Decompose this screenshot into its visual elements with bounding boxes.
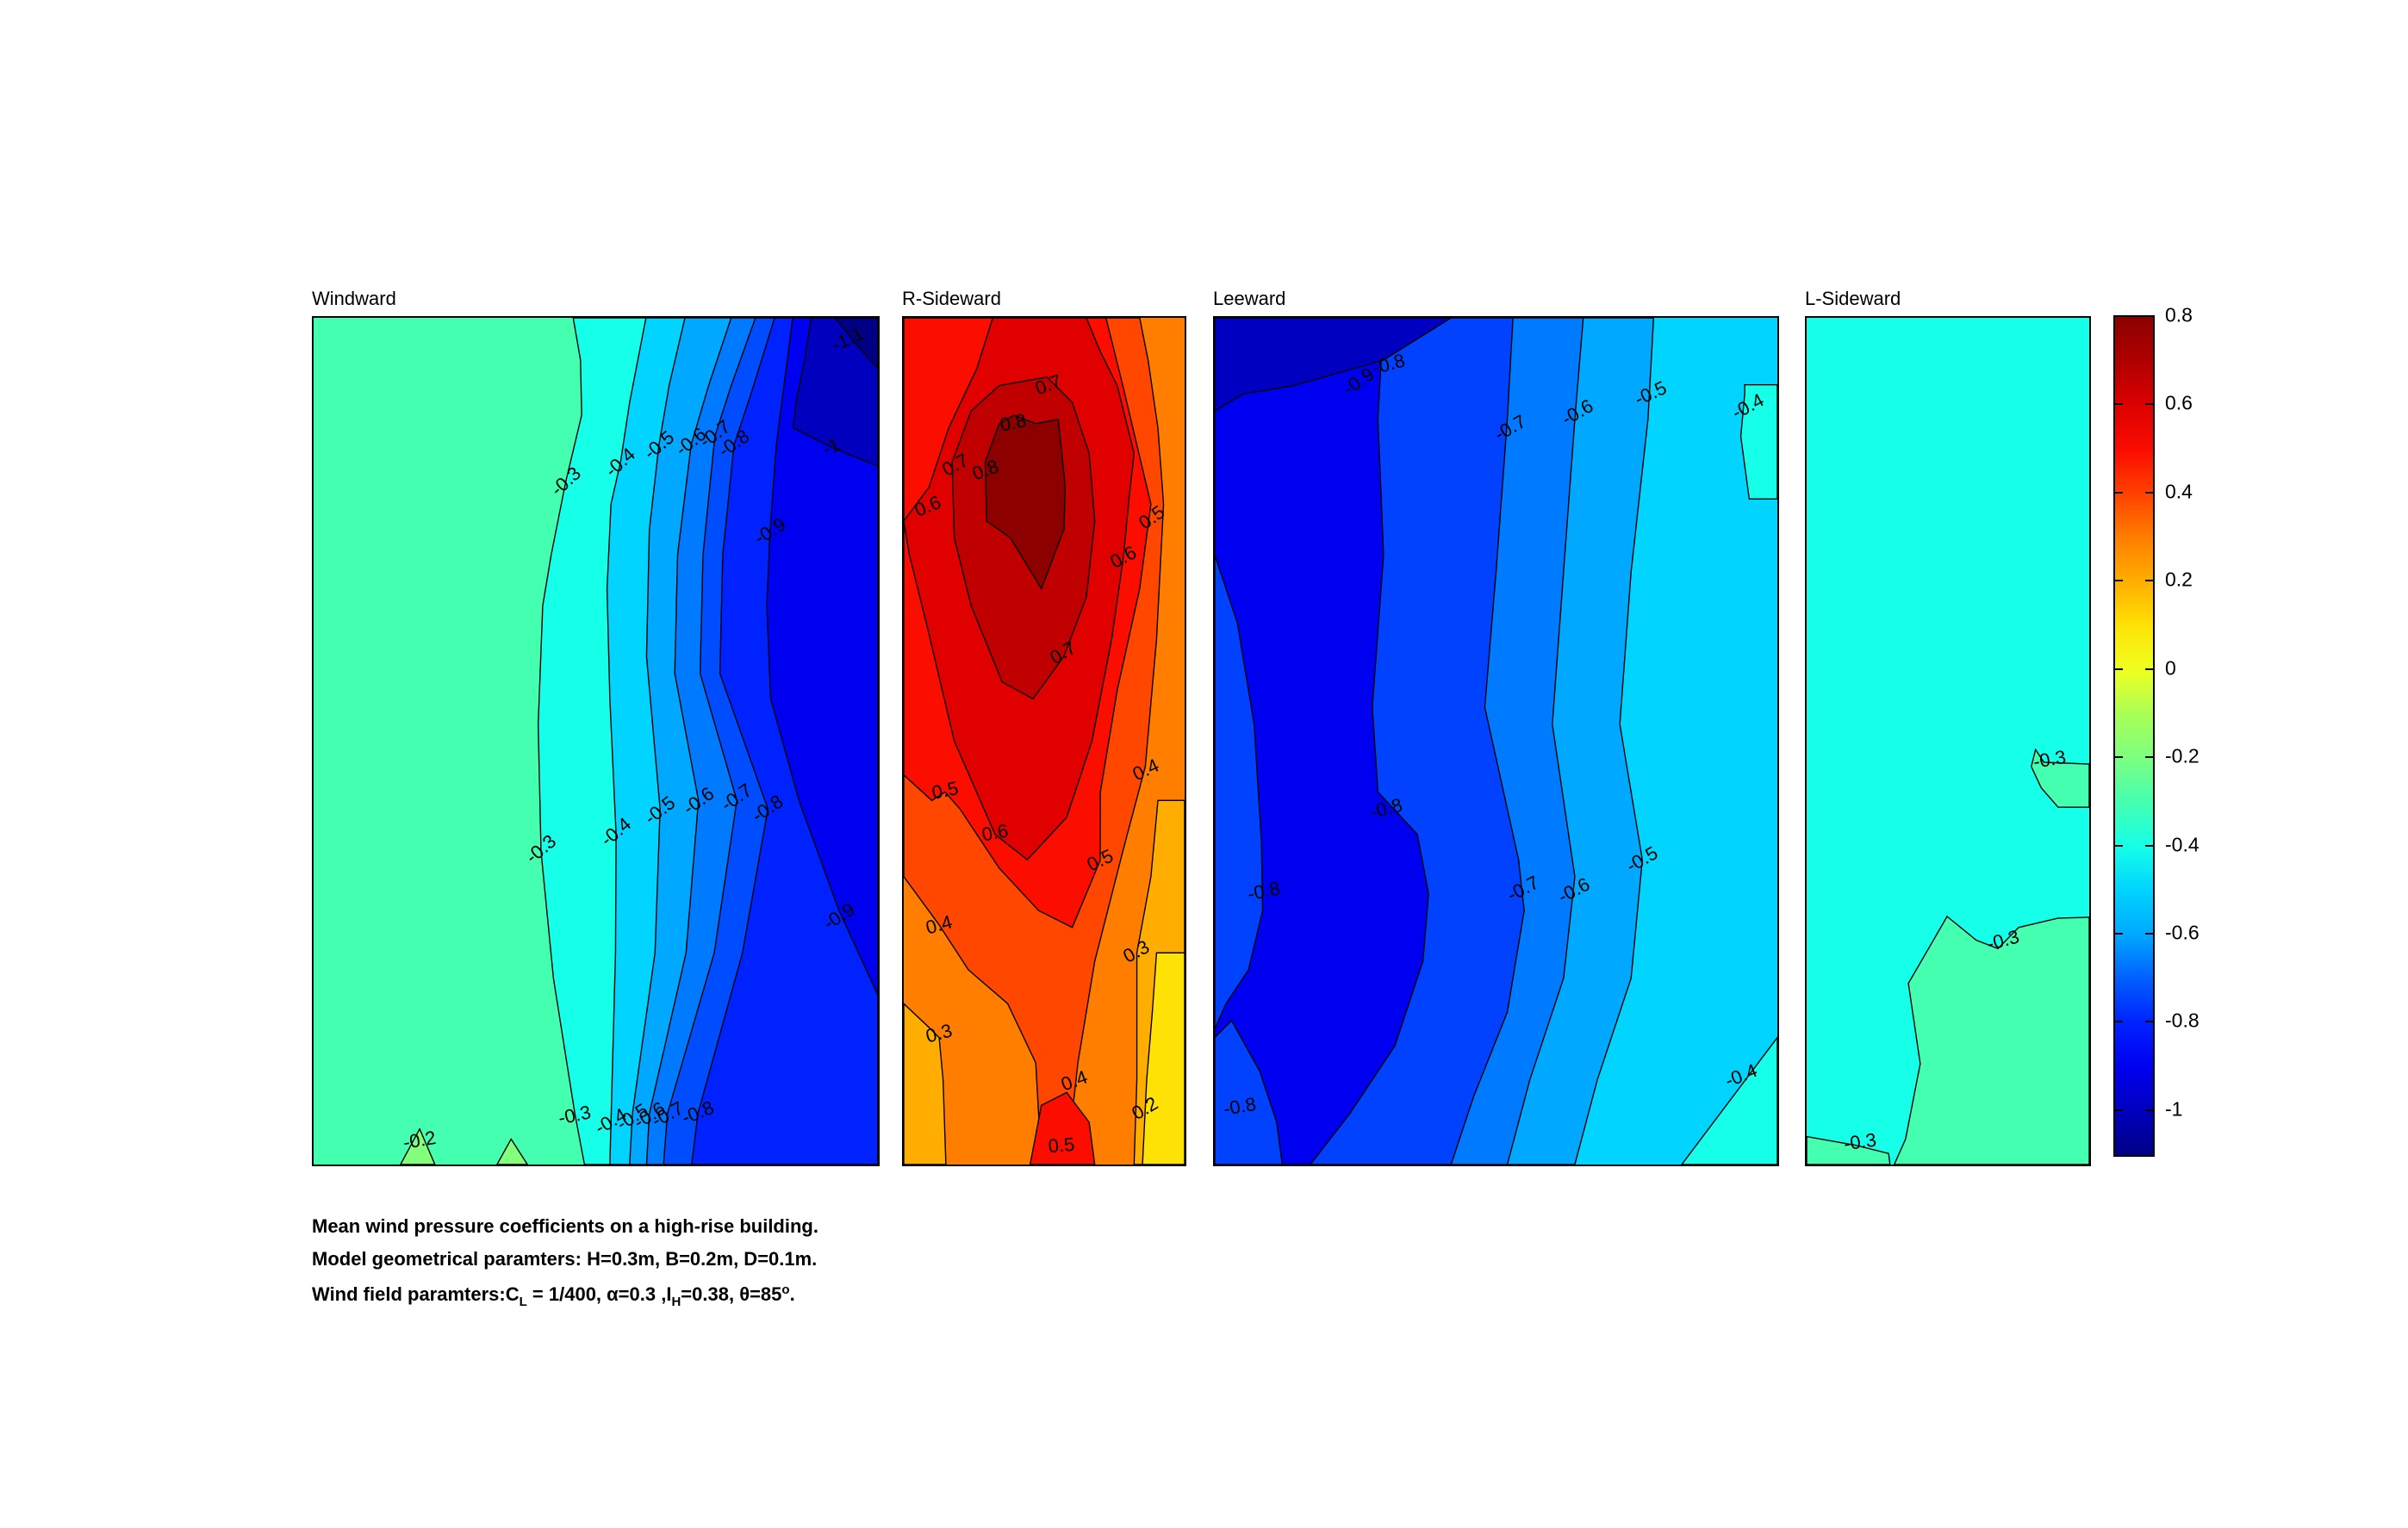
contour-band xyxy=(1030,1092,1095,1165)
panel-title-r-sideward: R-Sideward xyxy=(902,288,1001,309)
colorbar-tick-label: 0.4 xyxy=(2165,480,2193,503)
caption-segment: . xyxy=(789,1283,795,1305)
contour-band xyxy=(1807,1137,1890,1165)
contour-band xyxy=(1215,318,1451,411)
contour-surface-l-sideward xyxy=(1807,318,2089,1165)
contour-band xyxy=(986,415,1066,589)
contour-panel-leeward: -0.8 -0.9 -0.7 -0.6 -0.5 -0.4 -0.8 -0.8 -0.7 -0.6… xyxy=(1213,316,1779,1166)
caption-line-1: Mean wind pressure coefficients on a hig… xyxy=(312,1215,818,1237)
colorbar-tick-mark xyxy=(2115,756,2123,759)
contour-label: 0.6 xyxy=(980,819,1011,846)
contour-band xyxy=(767,318,878,995)
colorbar-tick-mark xyxy=(2115,403,2123,406)
contour-label: -0.3 xyxy=(1842,1128,1878,1155)
colorbar-tick-label: -0.2 xyxy=(2165,744,2200,767)
colorbar-tick-mark xyxy=(2145,756,2153,759)
caption-segment: = 1/400, α=0.3 ,I xyxy=(526,1283,672,1305)
colorbar xyxy=(2113,315,2155,1157)
colorbar-tick-label: 0.8 xyxy=(2165,303,2193,326)
colorbar-tick-mark xyxy=(2145,580,2153,582)
colorbar-tick-mark xyxy=(2145,1109,2153,1111)
contour-band xyxy=(401,1129,435,1165)
contour-panel-r-sideward: 0.7 0.8 0.7 0.8 0.6 0.5 0.6 0.7 0.4 0.5 0.6 0.5 0.4 0… xyxy=(902,316,1186,1166)
panel-title-leeward: Leeward xyxy=(1213,288,1286,309)
colorbar-tick-label: 0.2 xyxy=(2165,568,2193,591)
colorbar-tick-mark xyxy=(2115,1021,2123,1023)
contour-label: 0.8 xyxy=(998,408,1029,436)
caption-line-2: Model geometrical paramters: H=0.3m, B=0… xyxy=(312,1248,818,1270)
colorbar-tick-mark xyxy=(2145,1021,2153,1023)
colorbar-tick-label: -0.4 xyxy=(2165,833,2200,856)
contour-band xyxy=(835,318,878,369)
contour-band xyxy=(497,1140,527,1165)
contour-band xyxy=(1215,555,1263,1028)
caption-segment: H xyxy=(671,1295,681,1309)
caption-segment: Wind field paramters:C xyxy=(312,1283,520,1305)
contour-band xyxy=(1741,385,1777,500)
contour-band xyxy=(1215,318,1428,1165)
contour-surface-windward xyxy=(314,318,878,1165)
colorbar-tick-label: -0.6 xyxy=(2165,921,2200,944)
contour-panel-windward: -0.3 -0.4 -0.5 -0.6 -0.7 -0.8 -0.9 -1 -1.1 -0.3 -0… xyxy=(312,316,880,1166)
contour-surface-r-sideward xyxy=(904,318,1185,1165)
colorbar-tick-mark xyxy=(2145,932,2153,935)
contour-band xyxy=(793,318,878,466)
caption-segment: L xyxy=(519,1295,527,1309)
contour-band xyxy=(1682,1038,1777,1165)
contour-band xyxy=(904,1003,946,1165)
colorbar-tick-mark xyxy=(2145,668,2153,670)
panel-title-windward: Windward xyxy=(312,288,396,309)
panel-title-l-sideward: L-Sideward xyxy=(1805,288,1901,309)
contour-band xyxy=(1215,1021,1282,1165)
colorbar-tick-mark xyxy=(2145,491,2153,494)
colorbar-tick-mark xyxy=(2115,580,2123,582)
contour-band xyxy=(2032,749,2089,807)
colorbar-tick-mark xyxy=(2115,668,2123,670)
colorbar-tick-label: -0.8 xyxy=(2165,1009,2200,1032)
colorbar-tick-mark xyxy=(2145,403,2153,406)
colorbar-tick-label: 0 xyxy=(2165,656,2176,680)
caption-segment: o xyxy=(781,1283,790,1297)
colorbar-tick-mark xyxy=(2145,844,2153,847)
caption-segment: =0.38, θ=85 xyxy=(681,1283,782,1305)
colorbar-tick-mark xyxy=(2115,491,2123,494)
colorbar-tick-label: -1 xyxy=(2165,1097,2183,1121)
colorbar-tick-mark xyxy=(2115,932,2123,935)
caption-line-3: Wind field paramters:CL = 1/400, α=0.3 ,… xyxy=(312,1283,795,1308)
contour-surface-leeward xyxy=(1215,318,1777,1165)
colorbar-tick-mark xyxy=(2115,1109,2123,1111)
contour-band xyxy=(1895,916,2089,1165)
contour-panel-l-sideward: -0.3 -0.3 -0.3 xyxy=(1805,316,2091,1166)
contour-label: 0.5 xyxy=(930,776,961,804)
colorbar-tick-mark xyxy=(2115,844,2123,847)
contour-label: 0.5 xyxy=(1047,1134,1076,1158)
contour-band xyxy=(1142,953,1185,1165)
colorbar-tick-label: 0.6 xyxy=(2165,391,2193,414)
